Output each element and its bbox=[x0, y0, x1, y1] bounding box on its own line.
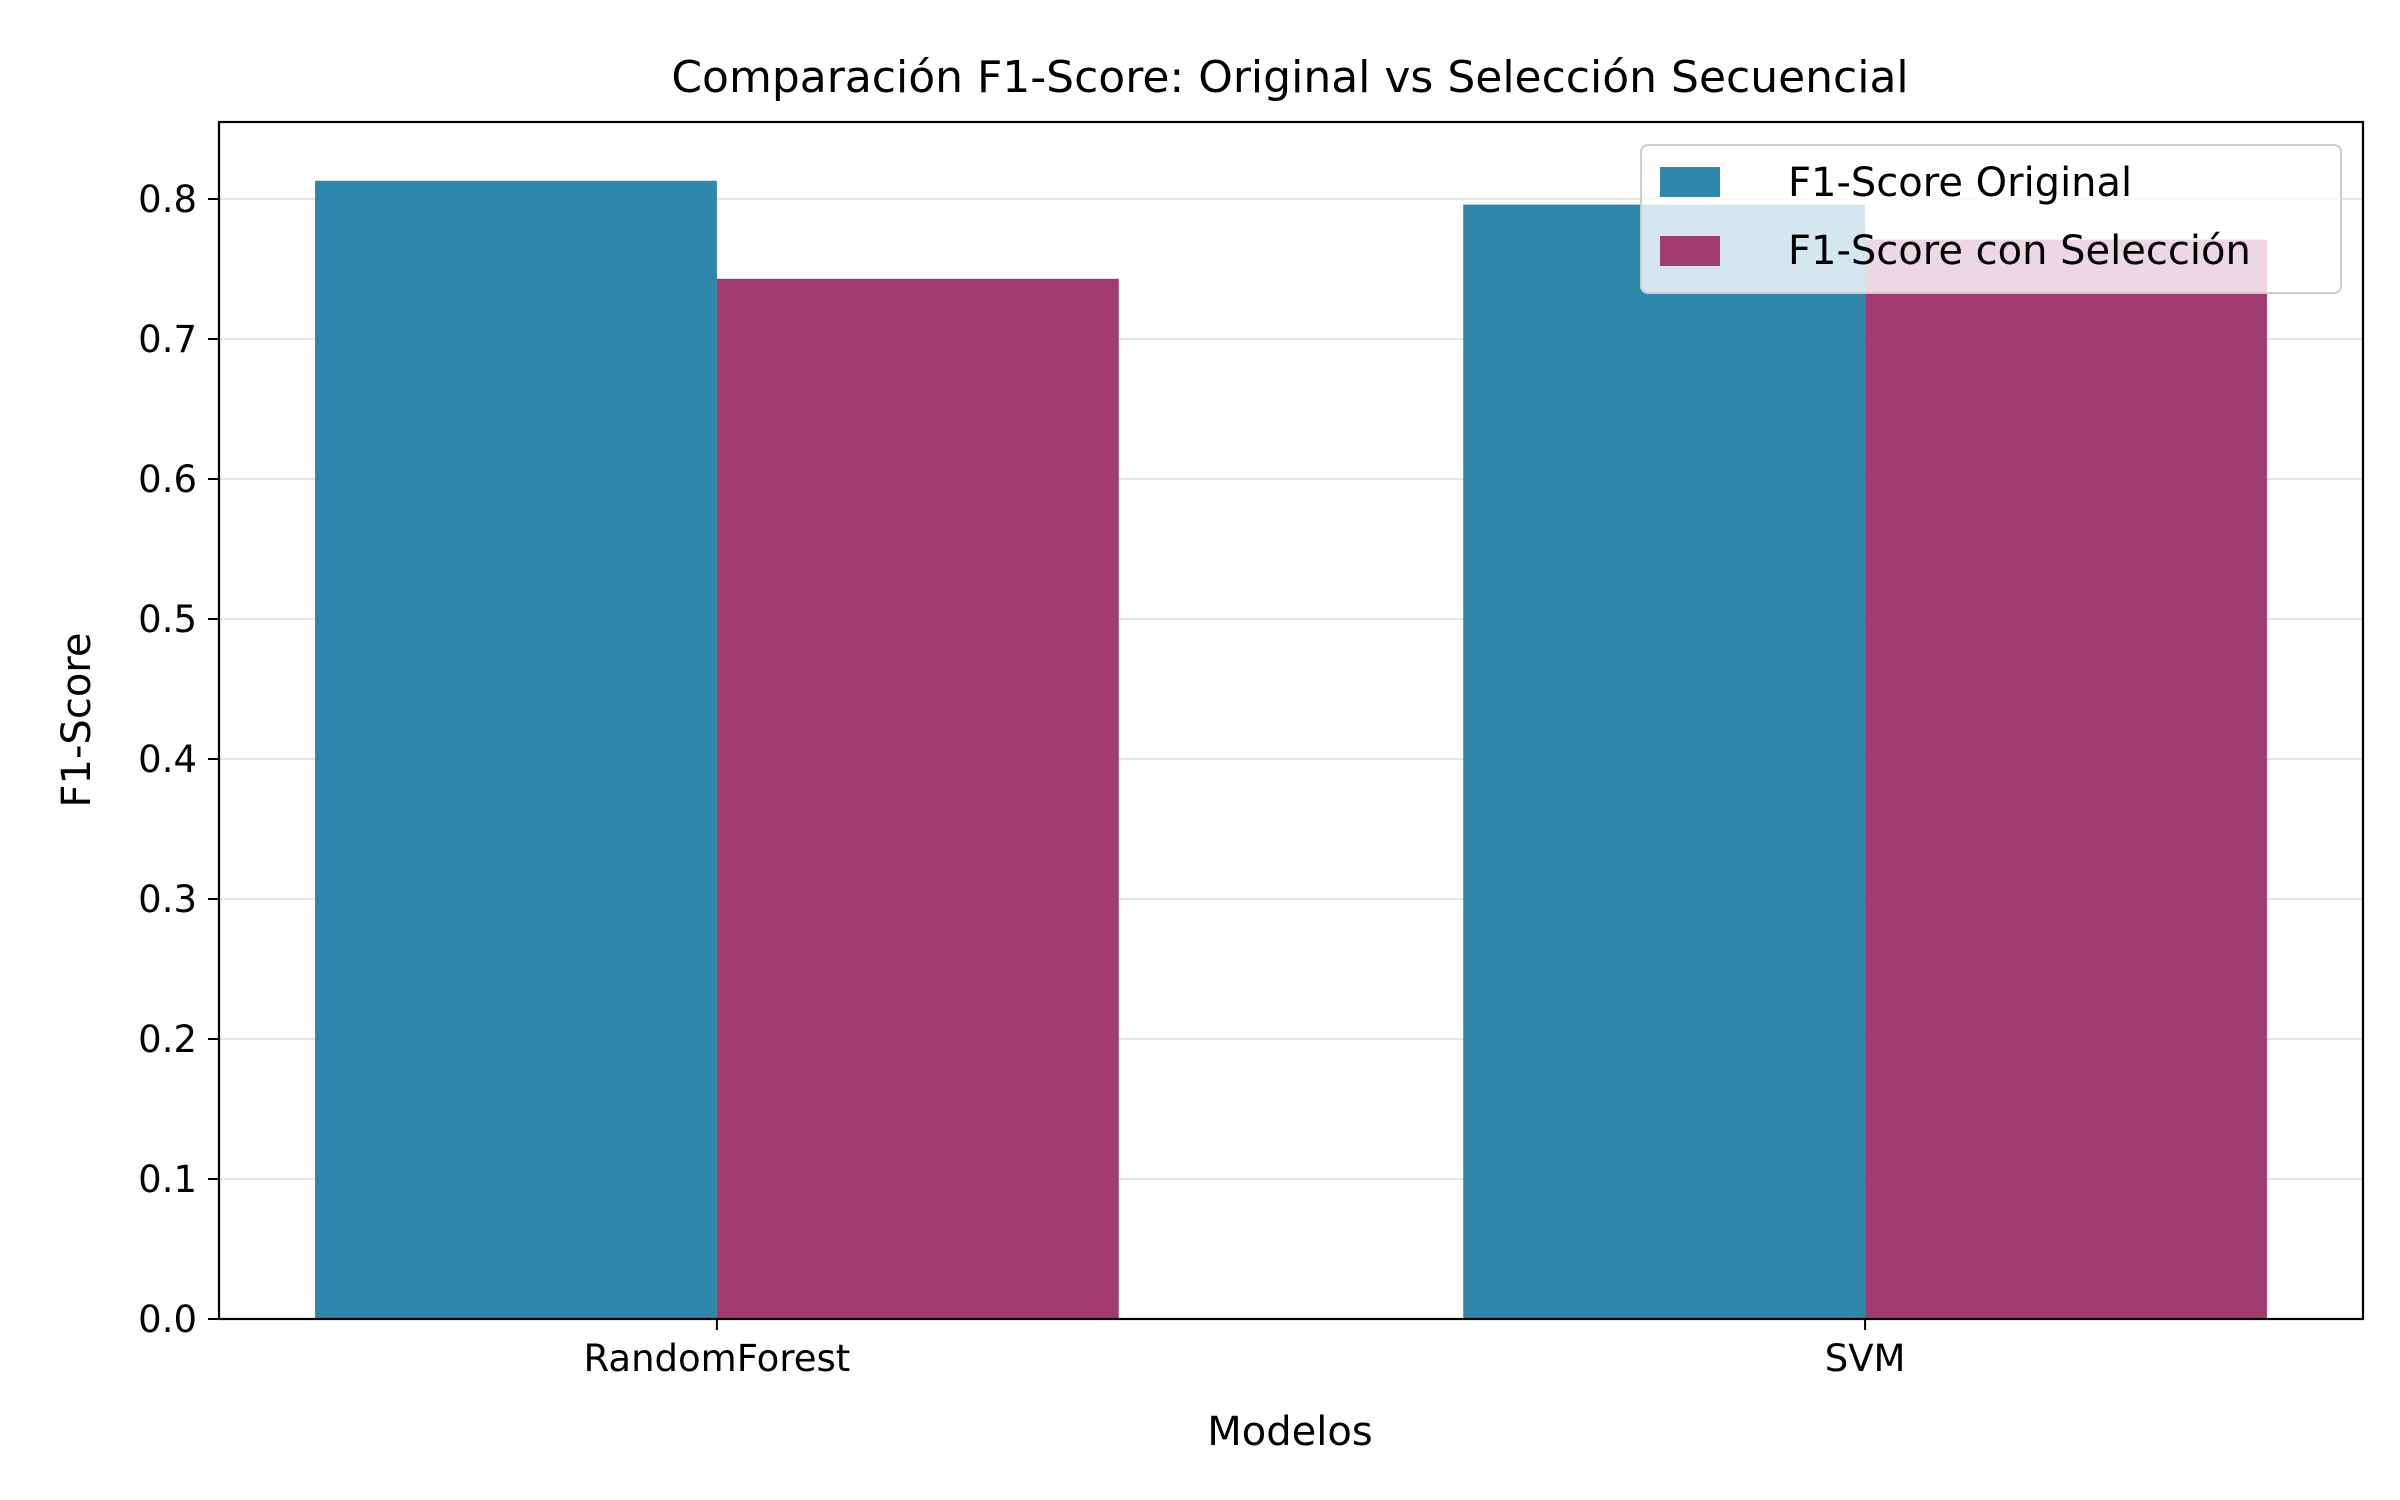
x-tick-label: SVM bbox=[1825, 1337, 1906, 1380]
legend-swatch-original bbox=[1660, 167, 1720, 197]
legend-label-original: F1-Score Original bbox=[1788, 160, 2132, 206]
plot-area-frame bbox=[217, 120, 2365, 1321]
legend: F1-Score Original F1-Score con Selección bbox=[1640, 144, 2342, 294]
y-axis-label: F1-Score bbox=[54, 633, 100, 808]
x-axis-label: Modelos bbox=[1207, 1409, 1372, 1455]
y-tick-label: 0.2 bbox=[138, 1018, 197, 1061]
bars bbox=[315, 180, 2267, 1320]
y-tick-label: 0.6 bbox=[138, 458, 197, 501]
bar-randomforest-seleccion bbox=[716, 278, 1119, 1319]
y-tick-label: 0.4 bbox=[138, 738, 197, 781]
y-tick-label: 0.7 bbox=[138, 318, 197, 361]
y-tick-label: 0.3 bbox=[138, 878, 197, 921]
y-tick-label: 0.0 bbox=[138, 1298, 197, 1341]
chart-title: Comparación F1-Score: Original vs Selecc… bbox=[671, 52, 1908, 103]
y-axis-ticks: 0.0 0.1 0.2 0.3 0.4 0.5 0.6 0.7 0.8 bbox=[138, 178, 219, 1341]
legend-swatch-seleccion bbox=[1660, 236, 1720, 266]
bar-svm-seleccion bbox=[1865, 239, 2267, 1320]
x-tick-label: RandomForest bbox=[584, 1337, 851, 1380]
y-tick-label: 0.5 bbox=[138, 598, 197, 641]
x-axis-ticks: RandomForest SVM bbox=[584, 1319, 1906, 1380]
bar-svm-original bbox=[1463, 204, 1866, 1320]
legend-label-seleccion: F1-Score con Selección bbox=[1788, 228, 2251, 274]
y-tick-label: 0.1 bbox=[138, 1158, 197, 1201]
bar-randomforest-original bbox=[315, 180, 717, 1319]
y-tick-label: 0.8 bbox=[138, 178, 197, 221]
legend-box bbox=[1640, 144, 2342, 294]
